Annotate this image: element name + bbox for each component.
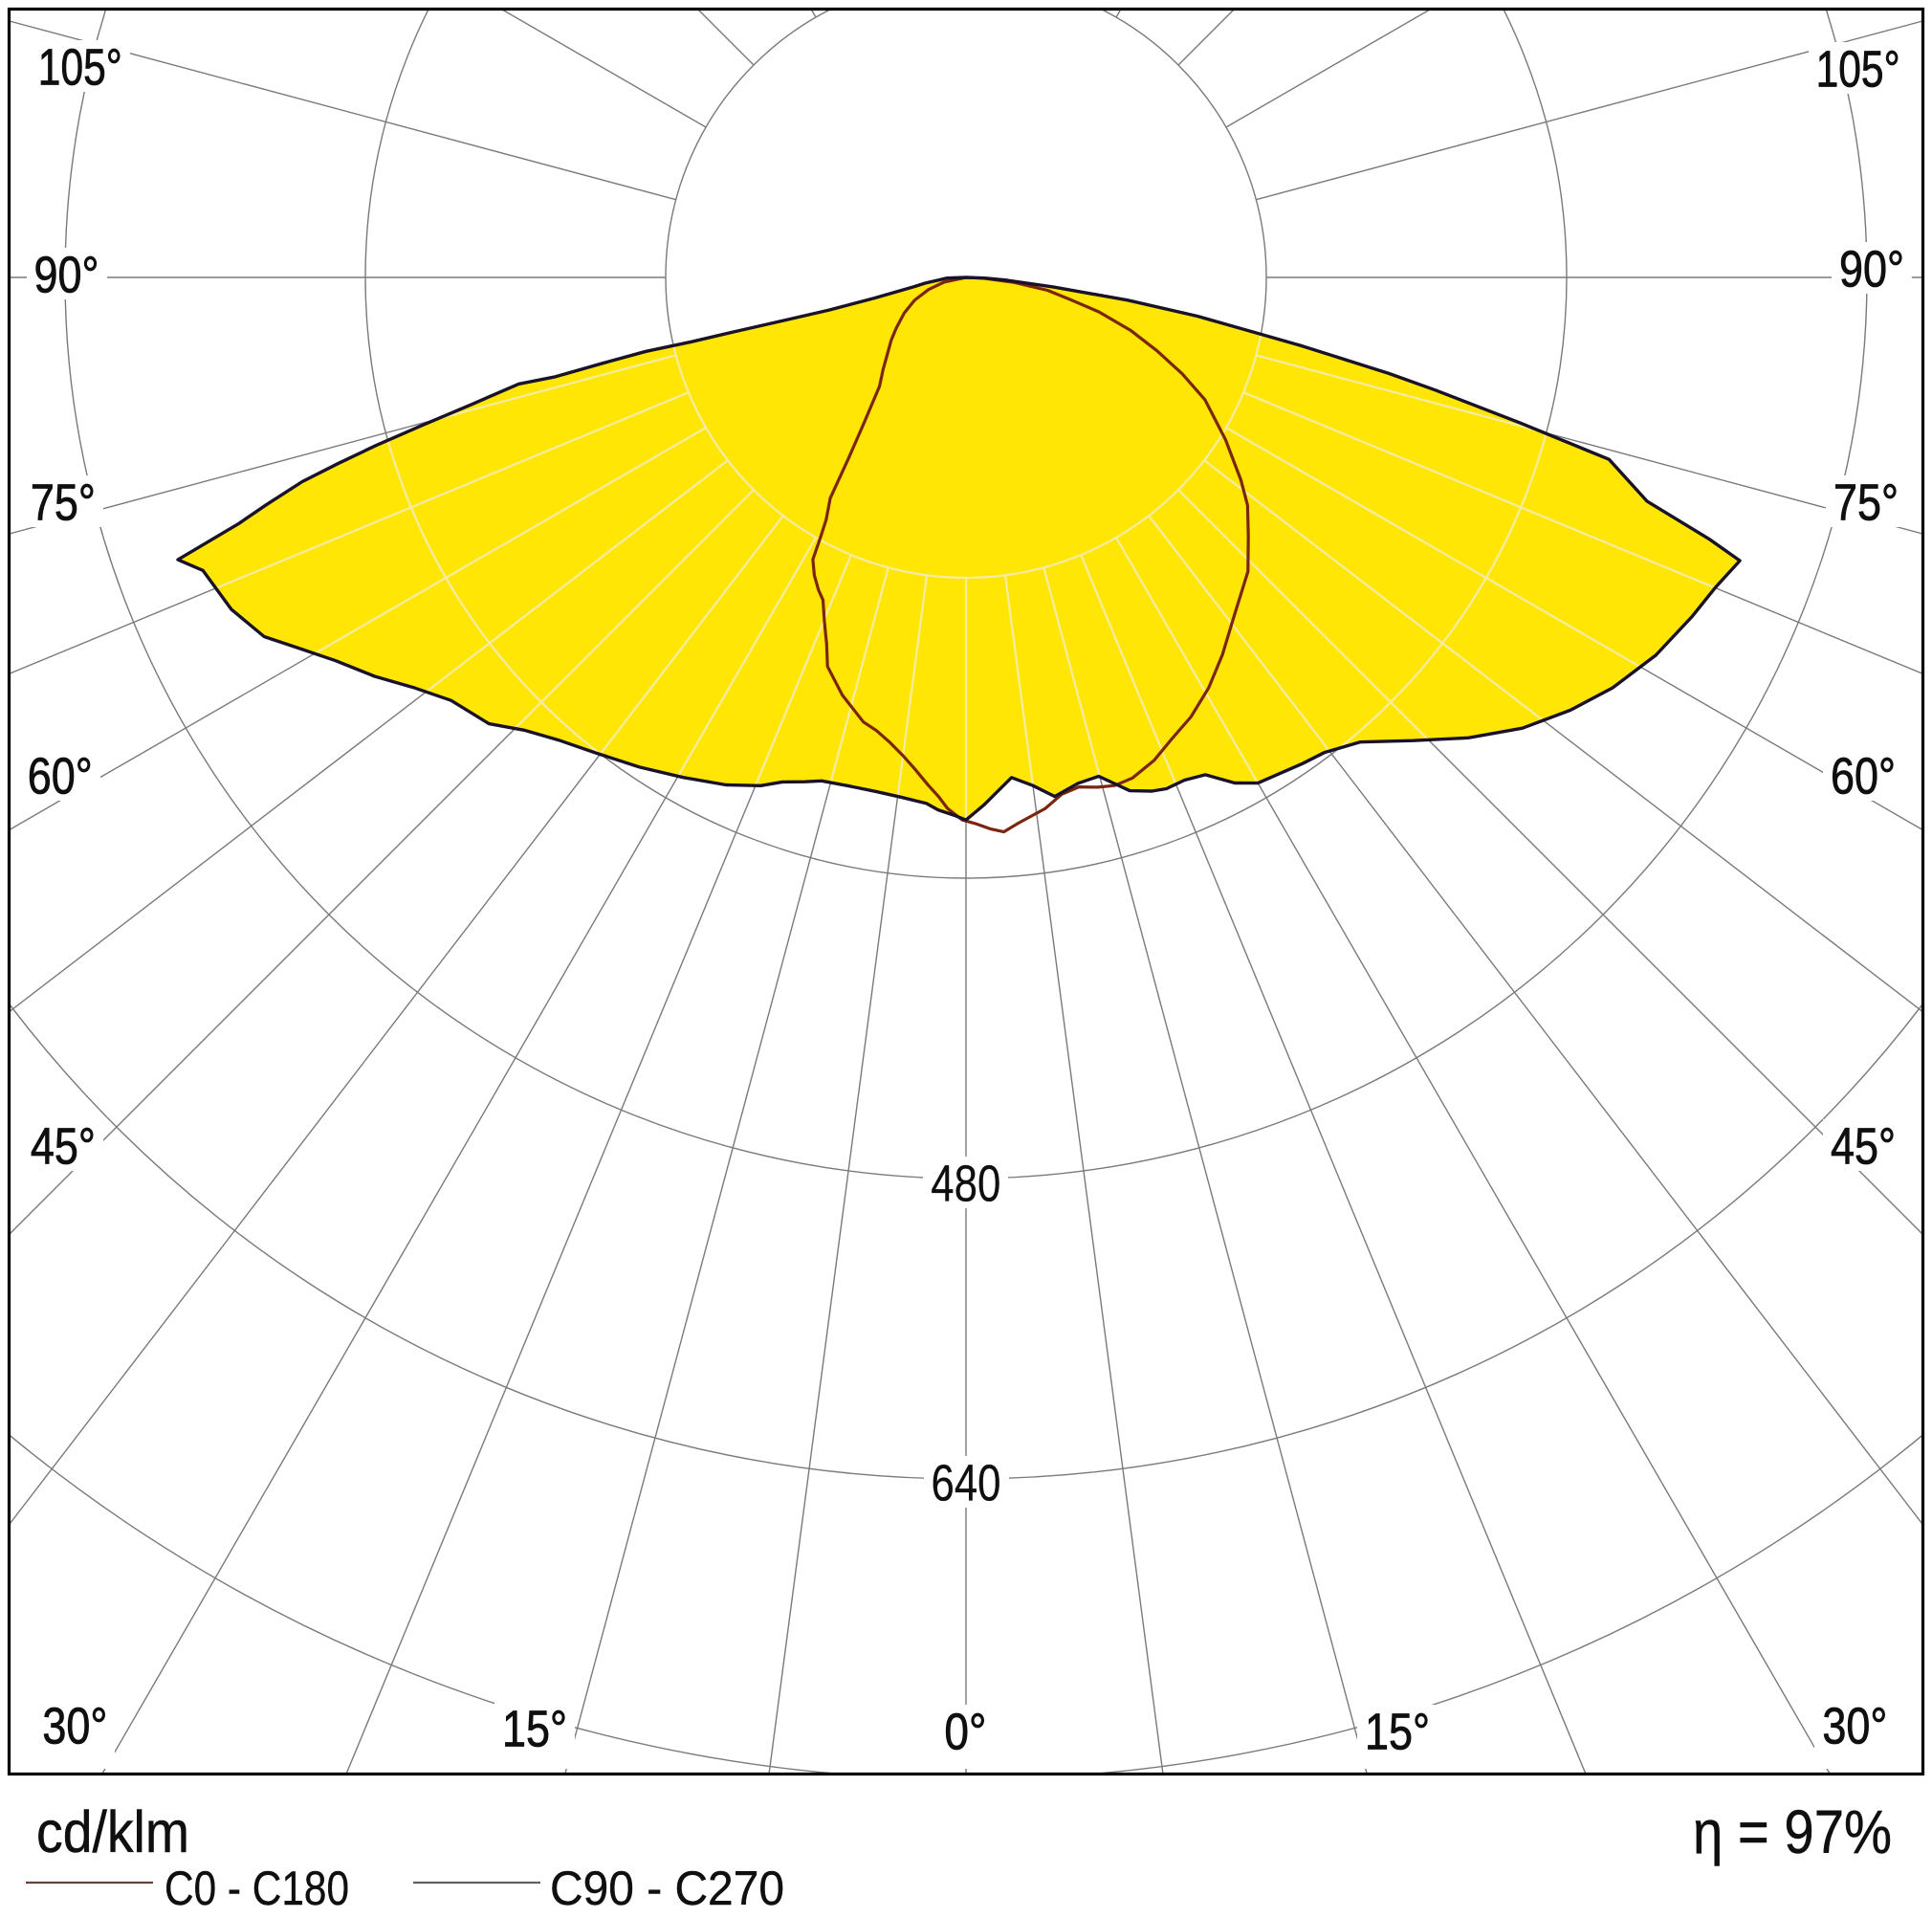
- svg-text:640: 640: [932, 1454, 1001, 1511]
- svg-text:C0 - C180: C0 - C180: [165, 1862, 349, 1913]
- svg-text:105°: 105°: [38, 38, 122, 96]
- svg-text:cd/klm: cd/klm: [36, 1799, 189, 1864]
- svg-text:75°: 75°: [31, 474, 96, 531]
- svg-text:105°: 105°: [1816, 40, 1900, 98]
- svg-text:45°: 45°: [31, 1117, 96, 1175]
- svg-text:90°: 90°: [34, 246, 99, 303]
- svg-text:0°: 0°: [944, 1703, 986, 1760]
- svg-text:30°: 30°: [1822, 1697, 1887, 1754]
- svg-text:45°: 45°: [1831, 1117, 1896, 1175]
- svg-text:75°: 75°: [1833, 474, 1899, 531]
- svg-text:15°: 15°: [1365, 1703, 1430, 1760]
- svg-text:η = 97%: η = 97%: [1693, 1797, 1892, 1866]
- svg-text:90°: 90°: [1839, 240, 1904, 298]
- svg-text:60°: 60°: [28, 747, 93, 805]
- svg-text:30°: 30°: [42, 1697, 107, 1754]
- svg-text:480: 480: [931, 1155, 1000, 1212]
- svg-text:60°: 60°: [1831, 747, 1896, 805]
- svg-text:C90 - C270: C90 - C270: [550, 1862, 784, 1913]
- svg-text:15°: 15°: [502, 1700, 567, 1757]
